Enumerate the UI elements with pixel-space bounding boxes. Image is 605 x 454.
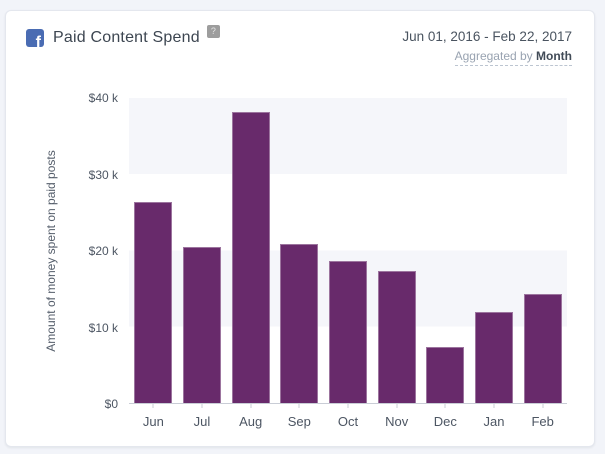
x-label-dec: Dec xyxy=(433,414,457,429)
bar-slot xyxy=(421,98,470,403)
chart-title: Paid Content Spend xyxy=(53,29,200,46)
bar-slot xyxy=(470,98,519,403)
header-meta: Jun 01, 2016 - Feb 22, 2017 Aggregated b… xyxy=(402,29,572,66)
bar-dec[interactable] xyxy=(426,347,465,403)
y-tick-label: $30 k xyxy=(88,167,118,182)
x-axis-labels: Jun Jul Aug Sep Oct Nov Dec Jan Feb xyxy=(129,414,567,430)
x-axis-tick xyxy=(542,403,544,408)
y-tick-label: $40 k xyxy=(88,91,118,105)
plot-area xyxy=(129,98,567,408)
bar-oct[interactable] xyxy=(329,261,368,403)
x-label-aug: Aug xyxy=(239,414,263,429)
y-tick-label: $0 xyxy=(104,397,118,411)
x-label-oct: Oct xyxy=(337,414,359,429)
x-axis-tick xyxy=(396,403,398,408)
bar-sep[interactable] xyxy=(280,243,319,403)
card-header: f Paid Content Spend ? Jun 01, 2016 - Fe… xyxy=(6,11,594,66)
bar-nov[interactable] xyxy=(377,271,416,403)
facebook-icon: f xyxy=(26,29,44,47)
bar-slot xyxy=(275,98,324,403)
aggregated-by-label: Aggregated by xyxy=(454,49,533,66)
x-axis-tick xyxy=(444,403,446,408)
x-axis-tick xyxy=(201,403,203,408)
x-label-feb: Feb xyxy=(531,414,554,429)
bar-feb[interactable] xyxy=(523,293,562,403)
bars-container xyxy=(129,98,567,403)
bar-jan[interactable] xyxy=(475,312,514,403)
bar-jun[interactable] xyxy=(134,201,173,403)
bar-jul[interactable] xyxy=(183,246,221,403)
bar-slot xyxy=(372,98,421,403)
bar-aug[interactable] xyxy=(231,111,270,403)
x-label-jun: Jun xyxy=(142,414,164,429)
help-icon[interactable]: ? xyxy=(206,24,220,38)
bar-slot xyxy=(518,98,567,403)
x-axis-tick xyxy=(152,403,154,408)
x-axis-tick xyxy=(250,403,252,408)
x-label-nov: Nov xyxy=(385,414,409,429)
aggregation-month-dropdown[interactable]: Month xyxy=(536,49,572,66)
bar-slot xyxy=(129,98,178,403)
y-axis-tick-labels: $40 k $30 k $20 k $10 k $0 xyxy=(6,91,118,411)
bar-slot xyxy=(178,98,227,403)
chart-card: f Paid Content Spend ? Jun 01, 2016 - Fe… xyxy=(5,10,595,447)
x-label-sep: Sep xyxy=(287,414,311,429)
x-axis-tick xyxy=(298,403,300,408)
x-axis-tick xyxy=(347,403,349,408)
date-range[interactable]: Jun 01, 2016 - Feb 22, 2017 xyxy=(402,29,572,44)
y-tick-label: $10 k xyxy=(88,320,118,335)
y-tick-label: $20 k xyxy=(88,244,118,258)
bar-slot xyxy=(226,98,275,403)
bar-slot xyxy=(324,98,373,403)
header-title-group: f Paid Content Spend ? xyxy=(26,24,220,47)
aggregation-control: Aggregated by Month xyxy=(402,49,572,66)
x-label-jan: Jan xyxy=(483,414,505,429)
x-axis-tick xyxy=(493,403,495,408)
x-label-jul: Jul xyxy=(193,414,211,429)
